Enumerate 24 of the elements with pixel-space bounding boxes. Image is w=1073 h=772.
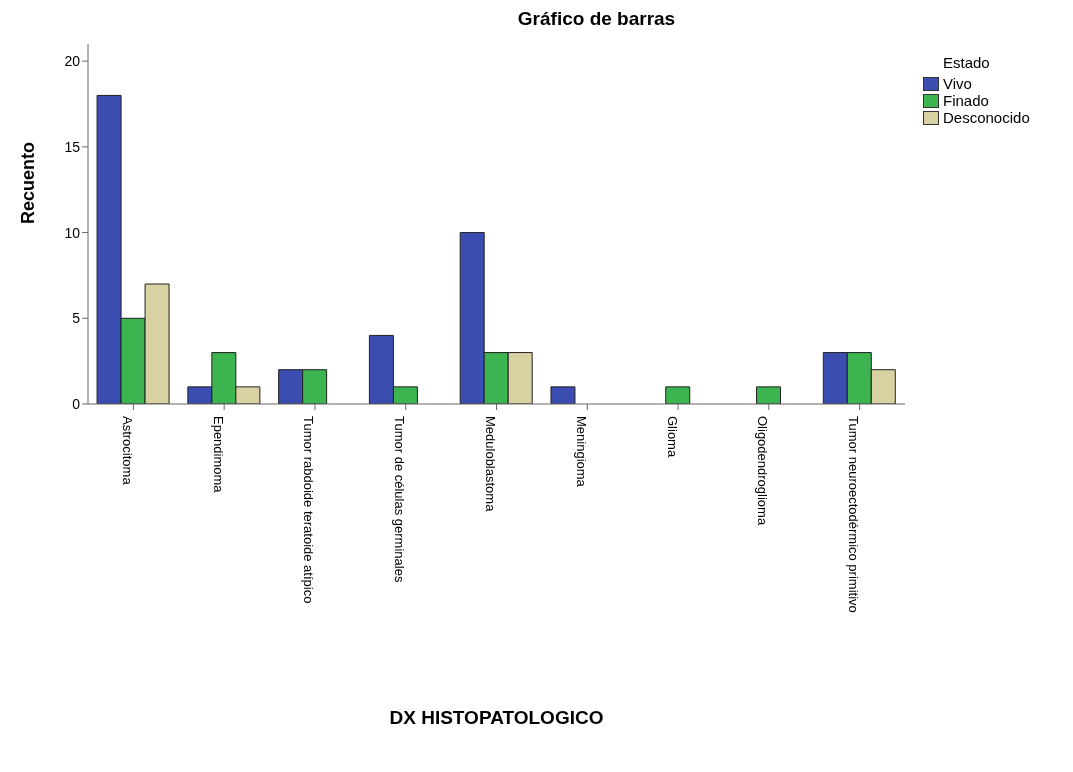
- x-tick-label: Meduloblastoma: [483, 416, 498, 513]
- y-tick-label: 20: [64, 53, 81, 70]
- x-tick-label: Meningioma: [573, 416, 589, 488]
- bar: [756, 386, 782, 404]
- y-tick-label: 5: [72, 310, 81, 327]
- x-axis-title: DX HISTOPATOLOGICO: [389, 707, 604, 728]
- bar: [550, 386, 576, 404]
- x-tick-label: Glioma: [664, 416, 680, 458]
- y-tick-label: 10: [64, 224, 81, 241]
- legend-title: Estado: [943, 54, 991, 71]
- x-tick-label: Oligodendroglioma: [755, 416, 771, 526]
- x-tick-label: Astrocitoma: [119, 416, 135, 486]
- x-tick-label: Ependimoma: [210, 416, 226, 494]
- legend-label: Finado: [943, 92, 989, 109]
- y-tick-label: 15: [64, 138, 81, 155]
- x-tick-label: Tumor neuroectodérmico primitivo: [846, 416, 862, 613]
- x-tick-label: Tumor rabdoide teratoide atípico: [301, 416, 317, 604]
- legend-label: Desconocido: [943, 109, 1030, 126]
- y-axis-title: Recuento: [18, 141, 39, 224]
- x-tick-label: Tumor de células germinales: [392, 416, 408, 583]
- chart-title: Gráfico de barras: [516, 8, 677, 31]
- legend-label: Vivo: [943, 75, 972, 92]
- bar: [665, 386, 691, 404]
- y-tick-label: 0: [72, 395, 81, 412]
